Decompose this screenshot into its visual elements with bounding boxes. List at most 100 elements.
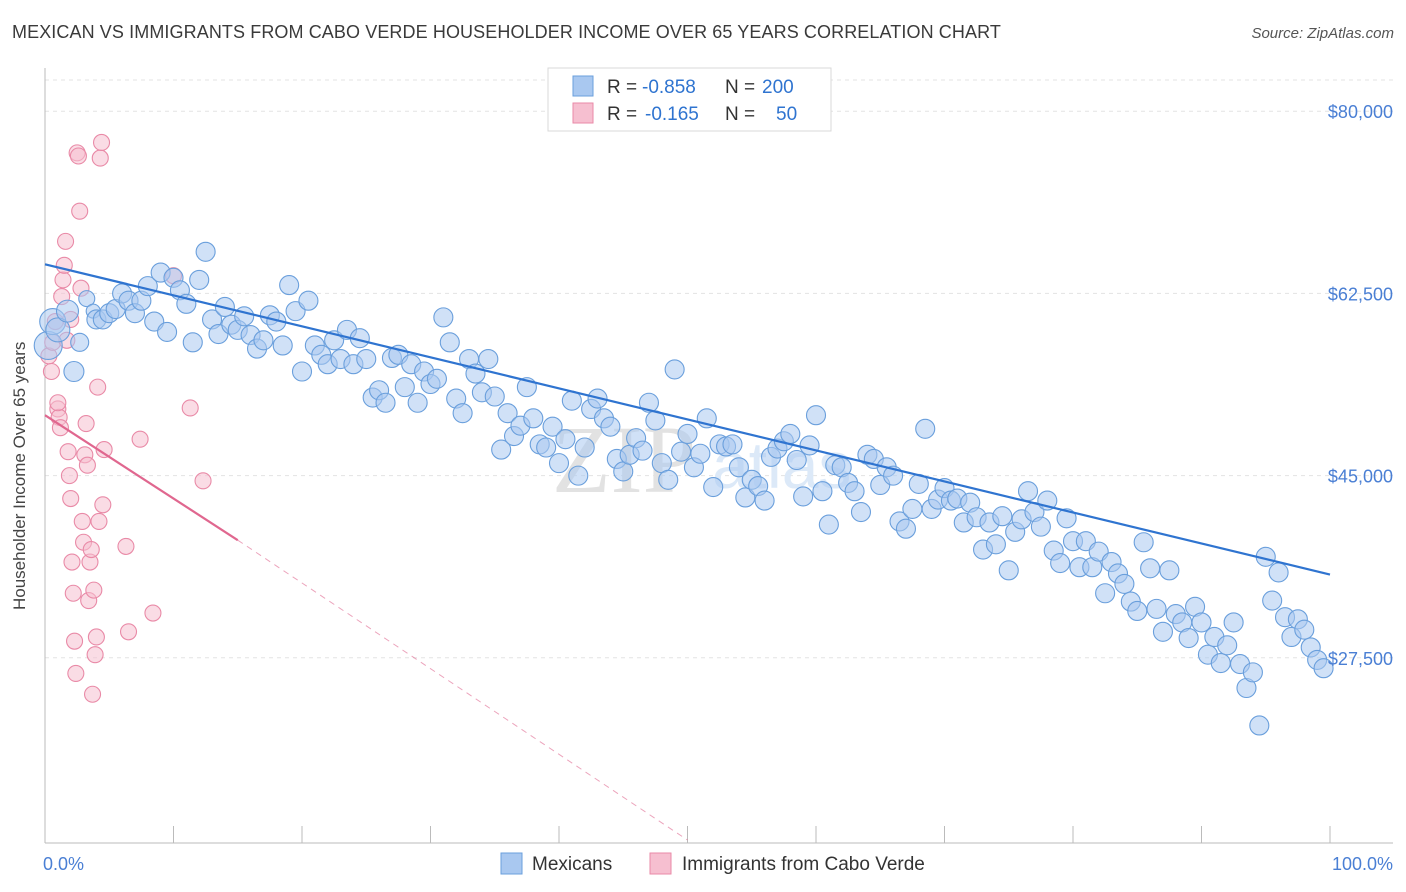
mexicans-point <box>786 449 807 471</box>
cabo-verde-point <box>67 664 85 682</box>
mexicans-point <box>799 435 820 456</box>
mexicans-point <box>1133 532 1154 553</box>
mexicans-point <box>1223 612 1244 633</box>
mexicans-point <box>1056 508 1077 529</box>
mexicans-point <box>895 518 917 539</box>
mexicans-point <box>70 332 90 352</box>
mexicans-point <box>1017 481 1039 502</box>
mexicans-point <box>375 392 396 413</box>
mexicans-point <box>356 348 377 370</box>
mexicans-point <box>844 481 865 502</box>
cabo-verde-trend-line <box>44 414 239 542</box>
mexicans-point <box>574 437 595 458</box>
chart-title: MEXICAN VS IMMIGRANTS FROM CABO VERDE HO… <box>12 22 1001 42</box>
mexicans-point <box>703 477 724 498</box>
mexicans-point <box>279 275 300 296</box>
mexicans-point <box>677 423 698 445</box>
cabo-verde-point <box>89 378 107 396</box>
mexicans-point <box>394 377 415 398</box>
cabo-verde-point <box>181 399 199 417</box>
trend-lines <box>44 263 1331 841</box>
mexicans-point <box>195 241 216 262</box>
legend-swatch-cabo-verde <box>572 102 594 124</box>
legend-bottom: Mexicans Immigrants from Cabo Verde <box>500 852 925 875</box>
y-tick-label: $45,000 <box>1328 467 1393 487</box>
mexicans-point <box>491 439 512 460</box>
mexicans-point <box>272 335 293 356</box>
mexicans-point <box>1217 635 1238 656</box>
cabo-verde-point <box>62 489 80 508</box>
mexicans-points <box>33 241 1334 736</box>
mexicans-point <box>189 269 210 290</box>
cabo-verde-point <box>131 430 149 448</box>
legend-r-label: R = <box>607 104 637 125</box>
cabo-verde-point <box>63 553 81 571</box>
axes <box>44 68 1393 844</box>
cabo-verde-point <box>66 632 84 650</box>
cabo-verde-point <box>57 232 75 250</box>
mexicans-point <box>632 440 653 461</box>
source-label: Source: ZipAtlas.com <box>1251 25 1394 42</box>
mexicans-point <box>902 498 923 519</box>
mexicans-point <box>1030 516 1051 537</box>
mexicans-point <box>433 307 454 328</box>
cabo-verde-point <box>82 540 100 559</box>
legend-r-value: -0.165 <box>645 104 699 125</box>
legend-swatch-mexicans <box>572 75 594 97</box>
mexicans-point <box>812 481 833 502</box>
mexicans-point <box>793 486 814 507</box>
mexicans-point <box>1191 612 1212 633</box>
mexicans-point <box>850 502 872 523</box>
cabo-verde-trend-extension <box>237 539 688 841</box>
mexicans-point <box>253 330 274 351</box>
mexicans-point <box>805 405 827 426</box>
mexicans-point <box>1159 560 1180 581</box>
mexicans-point <box>1268 562 1289 583</box>
cabo-verde-point <box>85 581 103 599</box>
mexicans-point <box>426 368 447 389</box>
mexicans-point <box>658 469 679 490</box>
cabo-verde-points <box>40 133 212 703</box>
mexicans-point <box>478 348 499 370</box>
mexicans-point <box>157 321 178 342</box>
cabo-verde-point <box>92 133 111 152</box>
cabo-verde-point <box>87 628 105 646</box>
mexicans-point <box>671 441 692 462</box>
mexicans-point <box>298 290 319 311</box>
mexicans-point <box>1313 658 1334 679</box>
mexicans-point <box>600 416 621 437</box>
mexicans-point <box>1242 662 1263 683</box>
mexicans-point <box>1249 715 1270 736</box>
mexicans-point <box>548 453 570 474</box>
mexicans-point <box>690 443 711 464</box>
mexicans-point <box>735 487 756 508</box>
mexicans-point <box>728 457 749 478</box>
y-axis-label: Householder Income Over 65 years <box>10 341 29 610</box>
mexicans-point <box>1095 583 1116 604</box>
mexicans-point <box>1210 652 1231 674</box>
cabo-verde-point <box>144 604 162 622</box>
mexicans-point <box>780 423 801 445</box>
cabo-verde-point <box>90 512 108 530</box>
gridlines <box>45 79 1393 659</box>
cabo-verde-point <box>59 443 77 461</box>
mexicans-point <box>182 332 203 353</box>
cabo-verde-point <box>78 456 96 474</box>
mexicans-point <box>1146 598 1167 619</box>
mexicans-point <box>1127 600 1148 622</box>
mexicans-point <box>818 514 839 535</box>
x-tick-label: 0.0% <box>43 854 84 874</box>
mexicans-point <box>484 386 505 407</box>
cabo-verde-point <box>194 472 212 490</box>
y-tick-label: $27,500 <box>1328 649 1393 669</box>
cabo-verde-point <box>94 496 112 514</box>
mexicans-point <box>1152 621 1173 642</box>
x-tick-label: 100.0% <box>1332 854 1393 874</box>
cabo-verde-point <box>73 512 91 530</box>
cabo-verde-point <box>83 685 102 703</box>
mexicans-point <box>63 360 85 383</box>
mexicans-point <box>1178 627 1199 649</box>
legend-bottom-label: Immigrants from Cabo Verde <box>682 854 925 875</box>
mexicans-point <box>439 332 460 353</box>
y-tick-labels: $27,500 $45,000 $62,500 $80,000 <box>1328 102 1393 669</box>
